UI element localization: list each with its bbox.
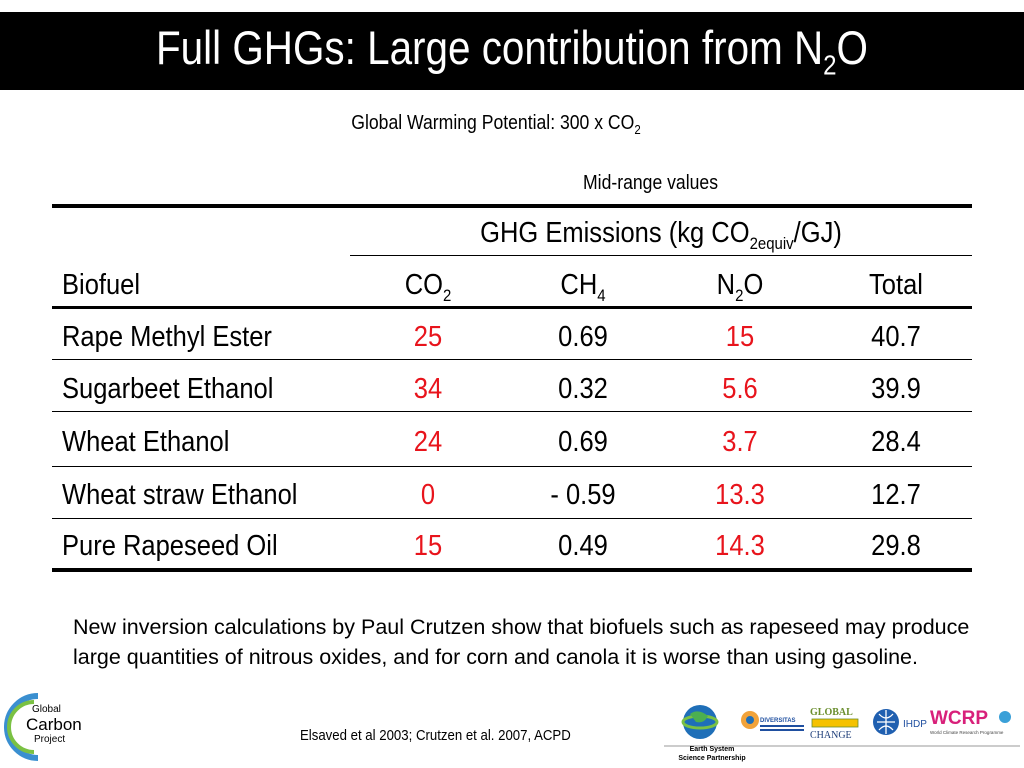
column-header-total: Total xyxy=(869,269,923,301)
cell-ch4: - 0.59 xyxy=(550,479,616,511)
cell-co2: 24 xyxy=(413,426,443,458)
svg-text:DIVERSITAS: DIVERSITAS xyxy=(760,718,796,724)
cell-ch4: 0.49 xyxy=(558,530,608,562)
cell-biofuel: Wheat straw Ethanol xyxy=(62,479,298,511)
title-bar xyxy=(0,12,1024,90)
cell-n2o: 5.6 xyxy=(722,373,758,405)
group-header-rule xyxy=(350,255,972,256)
cell-ch4: 0.69 xyxy=(558,426,608,458)
table-bottom-rule xyxy=(52,568,972,572)
midrange-label: Mid-range values xyxy=(583,172,719,194)
cell-n2o: 15 xyxy=(725,321,755,353)
cell-co2: 34 xyxy=(413,373,443,405)
header-bottom-rule xyxy=(52,306,972,309)
row-rule xyxy=(52,466,972,467)
column-header-co2: CO2 xyxy=(404,269,452,305)
row-rule xyxy=(52,359,972,360)
svg-text:Global: Global xyxy=(32,704,61,715)
cell-total: 39.9 xyxy=(871,373,921,405)
svg-text:World Climate Research Program: World Climate Research Programme xyxy=(930,730,1004,735)
cell-biofuel: Wheat Ethanol xyxy=(62,426,230,458)
column-header-n2o: N2O xyxy=(716,269,764,305)
wcrp-logo: WCRP World Climate Research Programme xyxy=(930,708,1011,735)
cell-ch4: 0.32 xyxy=(558,373,608,405)
citation: Elsaved et al 2003; Crutzen et al. 2007,… xyxy=(300,727,571,744)
cell-n2o: 13.3 xyxy=(715,479,765,511)
svg-text:CHANGE: CHANGE xyxy=(810,730,852,741)
cell-total: 40.7 xyxy=(871,321,921,353)
cell-total: 28.4 xyxy=(871,426,921,458)
svg-text:Project: Project xyxy=(34,734,65,745)
group-header: GHG Emissions (kg CO2equiv/GJ) xyxy=(480,217,842,253)
row-rule xyxy=(52,411,972,412)
partner-logos: Earth System Science Partnership DIVERSI… xyxy=(664,705,1020,762)
cell-total: 29.8 xyxy=(871,530,921,562)
igbp-logo: GLOBAL CHANGE xyxy=(810,707,859,741)
column-header-biofuel: Biofuel xyxy=(62,269,141,301)
svg-text:GLOBAL: GLOBAL xyxy=(810,707,853,718)
explanatory-note: New inversion calculations by Paul Crutz… xyxy=(73,615,970,669)
column-header-ch4: CH4 xyxy=(560,269,606,305)
cell-co2: 15 xyxy=(413,530,443,562)
slide-title: Full GHGs: Large contribution from N2O xyxy=(155,21,868,81)
svg-text:IHDP: IHDP xyxy=(903,719,927,730)
cell-co2: 0 xyxy=(420,479,436,511)
svg-text:Earth System: Earth System xyxy=(690,746,735,753)
essp-logo: Earth System Science Partnership xyxy=(678,705,746,762)
cell-biofuel: Rape Methyl Ester xyxy=(62,321,272,353)
row-rule xyxy=(52,518,972,519)
svg-text:WCRP: WCRP xyxy=(930,708,988,729)
cell-co2: 25 xyxy=(413,321,443,353)
diversitas-logo: DIVERSITAS xyxy=(741,711,804,731)
table-top-rule xyxy=(52,204,972,208)
cell-n2o: 3.7 xyxy=(722,426,758,458)
cell-n2o: 14.3 xyxy=(715,530,765,562)
svg-text:Science Partnership: Science Partnership xyxy=(678,755,745,762)
subtitle: Global Warming Potential: 300 x CO2 xyxy=(351,112,641,137)
cell-biofuel: Pure Rapeseed Oil xyxy=(62,530,278,562)
cell-total: 12.7 xyxy=(871,479,921,511)
svg-text:Carbon: Carbon xyxy=(26,715,82,734)
cell-ch4: 0.69 xyxy=(558,321,608,353)
global-carbon-project-logo: Global Carbon Project xyxy=(4,693,82,761)
ihdp-logo: IHDP xyxy=(873,709,927,735)
cell-biofuel: Sugarbeet Ethanol xyxy=(62,373,274,405)
